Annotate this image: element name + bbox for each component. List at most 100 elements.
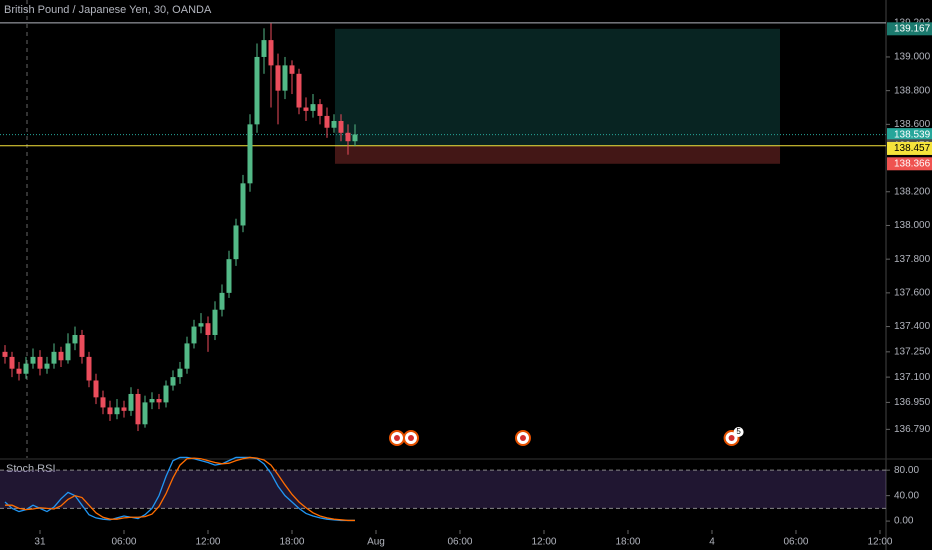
candle-body: [338, 120, 344, 133]
candle-body: [135, 393, 141, 425]
candle-body: [261, 40, 267, 57]
candle-body: [37, 356, 43, 369]
event-icon-dot: [728, 435, 735, 441]
y-tick-label: 40.00: [894, 490, 919, 501]
loss-zone: [334, 145, 781, 164]
candle-body: [79, 334, 85, 357]
candle-body: [72, 334, 78, 344]
band-fill: [0, 470, 886, 509]
candle-body: [65, 343, 71, 361]
candle-body: [268, 40, 274, 66]
price-badge: [887, 141, 932, 155]
y-tick-label: 136.950: [894, 397, 931, 408]
stoch-line: [4, 456, 355, 522]
candle-body: [226, 259, 232, 293]
candle-body: [58, 351, 64, 361]
candle-body: [107, 407, 113, 415]
candle-body: [44, 363, 50, 369]
x-tick-label: 06:00: [447, 537, 472, 548]
y-tick-label: 0.00: [894, 516, 914, 527]
candle-body: [86, 356, 92, 381]
candle-body: [23, 363, 29, 374]
candle-body: [16, 368, 22, 374]
candle-body: [233, 225, 239, 260]
candle-body: [205, 323, 211, 335]
event-icon-dot: [519, 435, 526, 441]
x-tick-label: 4: [709, 537, 715, 548]
candle-body: [275, 65, 281, 91]
y-tick-label: 138.000: [894, 220, 931, 231]
y-tick-label: 137.600: [894, 288, 931, 299]
price-badge: [887, 22, 932, 36]
y-tick-label: 138.800: [894, 85, 931, 96]
candle-body: [212, 309, 218, 335]
candle-body: [247, 124, 253, 184]
y-tick-label: 139.000: [894, 52, 931, 63]
price-badge: [887, 157, 932, 171]
candle-body: [128, 393, 134, 411]
x-tick-label: 12:00: [867, 537, 892, 548]
candle-body: [240, 183, 246, 226]
candle-body: [352, 134, 358, 142]
x-tick-label: 06:00: [783, 537, 808, 548]
candle-body: [191, 326, 197, 344]
candle-body: [198, 323, 204, 327]
x-tick-label: 12:00: [531, 537, 556, 548]
candle-body: [93, 380, 99, 398]
candle-body: [303, 107, 309, 111]
y-tick-label: 136.790: [894, 424, 931, 435]
candle-body: [51, 351, 57, 364]
candle-body: [296, 73, 302, 108]
x-tick-label: 18:00: [615, 537, 640, 548]
price-badge-label: 138.457: [894, 143, 931, 154]
candle-body: [324, 115, 330, 128]
indicator-title: Stoch RSI: [6, 463, 56, 475]
candle-body: [331, 120, 337, 128]
y-tick-label: 80.00: [894, 465, 919, 476]
candle-body: [184, 343, 190, 369]
candle-body: [142, 402, 148, 425]
price-badge-label: 139.167: [894, 23, 931, 34]
candle-body: [345, 132, 351, 142]
y-tick-label: 138.200: [894, 186, 931, 197]
event-icon-dot: [407, 435, 414, 441]
price-badge: [887, 128, 932, 142]
x-tick-label: 12:00: [195, 537, 220, 548]
x-tick-label: 18:00: [279, 537, 304, 548]
candle-body: [289, 65, 295, 74]
x-tick-label: Aug: [367, 537, 385, 548]
event-icon-dot: [393, 435, 400, 441]
candle-body: [219, 292, 225, 310]
candle-body: [30, 356, 36, 364]
candle-body: [9, 356, 15, 369]
candle-body: [156, 399, 162, 403]
event-count: 5: [736, 427, 741, 436]
y-tick-label: 137.100: [894, 372, 931, 383]
candle-body: [310, 104, 316, 111]
candle-body: [114, 407, 120, 415]
price-badge-label: 138.366: [894, 158, 931, 169]
candle-body: [163, 385, 169, 403]
y-tick-label: 137.800: [894, 254, 931, 265]
candle-body: [177, 368, 183, 378]
profit-zone: [334, 28, 781, 146]
x-tick-label: 06:00: [111, 537, 136, 548]
candle-body: [2, 351, 8, 357]
y-tick-label: 137.400: [894, 321, 931, 332]
price-badge-label: 138.539: [894, 129, 931, 140]
candle-body: [121, 407, 127, 411]
candle-body: [170, 377, 176, 386]
y-tick-label: 137.250: [894, 346, 931, 357]
candle-body: [149, 399, 155, 403]
candle-body: [317, 104, 323, 116]
chart-title: British Pound / Japanese Yen, 30, OANDA: [4, 4, 212, 16]
candle-body: [282, 65, 288, 91]
x-tick-label: 31: [34, 537, 46, 548]
stoch-line: [4, 456, 355, 522]
y-tick-label: 138.600: [894, 119, 931, 130]
candle-body: [254, 56, 260, 125]
candle-body: [100, 397, 106, 408]
event-count-bg: [733, 427, 744, 437]
